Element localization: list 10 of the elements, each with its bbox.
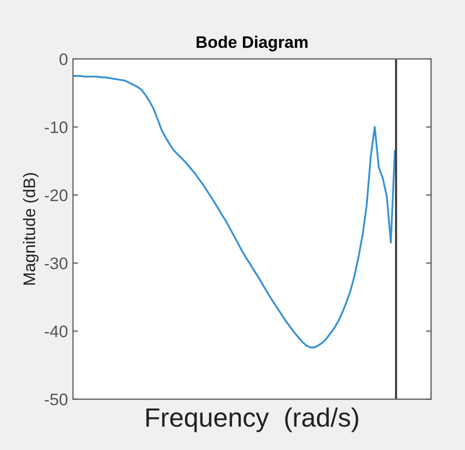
y-tick-label: -40 (44, 326, 68, 338)
y-tick-label: -50 (44, 394, 68, 406)
x-axis-title: Frequency (rad/s) (146, 407, 358, 432)
chart-title: Bode Diagram (196, 36, 308, 52)
y-tick-label: 0 (60, 53, 68, 66)
y-axis-title: Magnitude (dB) (22, 173, 38, 285)
y-tick-label: -10 (44, 121, 68, 134)
y-tick-label: -30 (44, 257, 68, 270)
y-tick-label: -20 (44, 189, 68, 202)
line-series (73, 75, 396, 348)
